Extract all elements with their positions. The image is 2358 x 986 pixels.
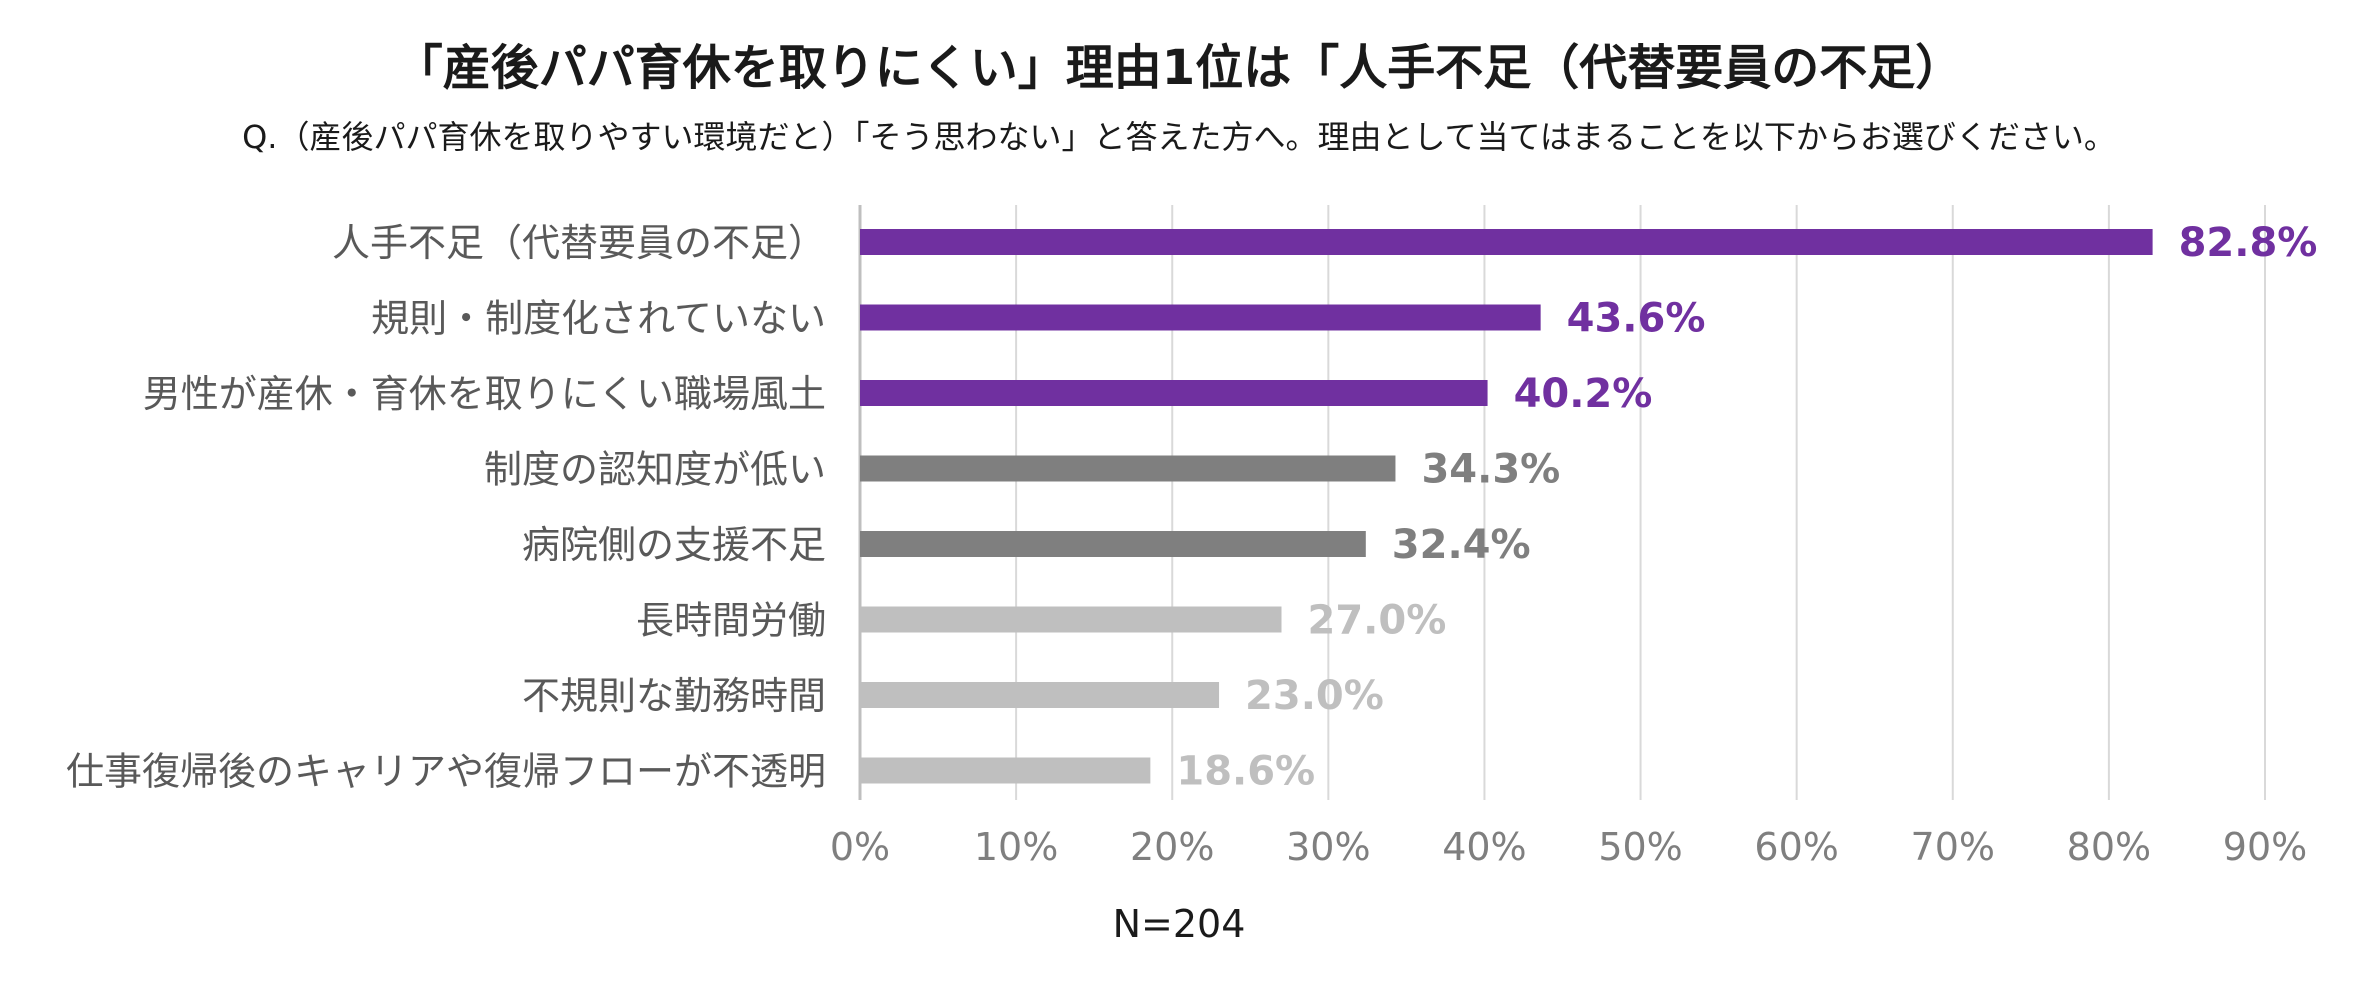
x-tick-label: 80% — [2067, 825, 2151, 869]
sample-size-note: N=204 — [1112, 902, 1246, 946]
category-label: 男性が産休・育休を取りにくい職場風土 — [143, 372, 826, 416]
bar — [860, 304, 1541, 331]
category-label: 制度の認知度が低い — [484, 448, 826, 492]
x-tick-label: 70% — [1911, 825, 1995, 869]
data-label: 32.4% — [1392, 522, 1531, 568]
category-label: 仕事復帰後のキャリアや復帰フローが不透明 — [66, 750, 826, 794]
x-tick-label: 40% — [1442, 825, 1526, 869]
labels: 0% 10% 20% 30% 40% 50% 60% 70% 80% 90% 人手不足（代替要員の不… — [66, 220, 2317, 869]
data-label: 23.0% — [1245, 673, 1384, 719]
data-label: 18.6% — [1176, 749, 1315, 795]
category-label: 長時間労働 — [636, 599, 826, 643]
x-tick-label: 10% — [974, 825, 1058, 869]
bar — [860, 682, 1220, 708]
category-label: 人手不足（代替要員の不足） — [332, 221, 826, 265]
bar — [860, 229, 2153, 255]
x-tick-label: 60% — [1754, 825, 1838, 869]
category-label: 病院側の支援不足 — [522, 523, 826, 567]
bar — [860, 380, 1488, 406]
x-tick-label: 50% — [1598, 825, 1682, 869]
bar — [860, 757, 1151, 784]
chart-subtitle: Q.（産後パパ育休を取りやすい環境だと）「そう思わない」と答えた方へ。理由として… — [242, 118, 2116, 156]
data-label: 82.8% — [2179, 220, 2318, 266]
data-label: 43.6% — [1567, 296, 1706, 342]
x-tick-label: 90% — [2223, 825, 2307, 869]
data-label: 40.2% — [1514, 371, 1653, 417]
bar — [860, 455, 1396, 482]
grid-lines — [858, 205, 2266, 800]
bar — [860, 531, 1366, 557]
bar — [860, 606, 1282, 633]
x-tick-label: 30% — [1286, 825, 1370, 869]
data-label: 27.0% — [1308, 598, 1447, 644]
category-label: 規則・制度化されていない — [371, 297, 826, 341]
data-label: 34.3% — [1421, 447, 1560, 493]
category-label: 不規則な勤務時間 — [522, 674, 826, 718]
bars — [860, 229, 2153, 784]
x-tick-label: 20% — [1130, 825, 1214, 869]
x-tick-label: 0% — [830, 825, 890, 869]
chart-title: 「産後パパ育休を取りにくい」理由1位は「人手不足（代替要員の不足） — [394, 40, 1964, 96]
